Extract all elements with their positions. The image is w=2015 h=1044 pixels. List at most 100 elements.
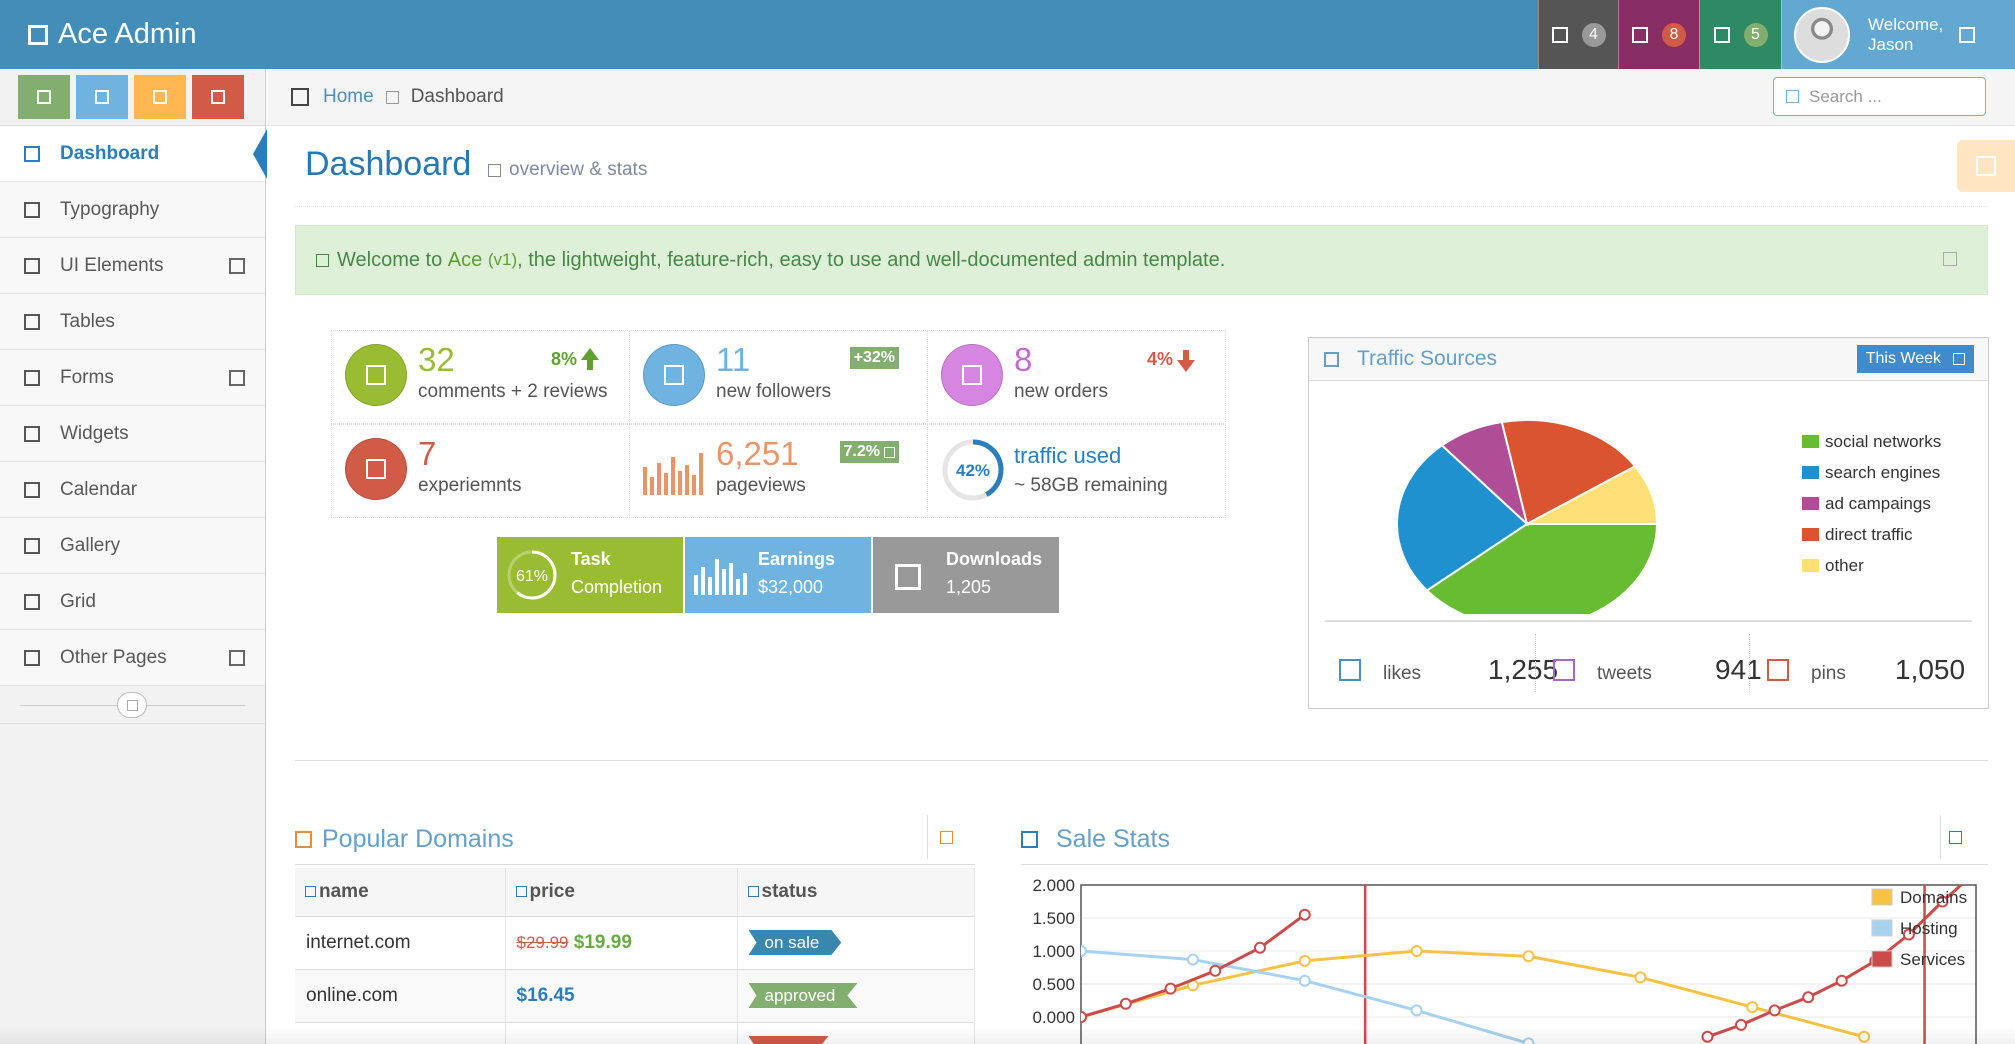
data-point[interactable]: [1298, 908, 1311, 921]
data-point[interactable]: [1410, 945, 1423, 957]
sidebar-item-widgets[interactable]: Widgets: [0, 406, 265, 462]
list-icon: [24, 313, 40, 330]
data-point[interactable]: [1746, 1001, 1759, 1014]
data-point[interactable]: [1768, 1004, 1781, 1017]
sidebar-item-other-pages[interactable]: Other Pages: [0, 630, 265, 686]
domain-price: [505, 1022, 738, 1044]
brand[interactable]: Ace Admin: [28, 18, 197, 51]
shopping-cart-icon: [941, 344, 1003, 406]
user-menu[interactable]: Welcome, Jason: [1781, 0, 2015, 69]
y-tick-label: -0.500: [1027, 1041, 1075, 1044]
y-tick-label: 0.500: [1032, 975, 1075, 994]
column-header[interactable]: price: [505, 868, 738, 917]
legend-swatch: [1871, 919, 1893, 937]
infobox-label: experiemnts: [418, 475, 522, 496]
data-point[interactable]: [1298, 954, 1311, 967]
data-point[interactable]: [1835, 974, 1848, 987]
column-header[interactable]: status: [737, 868, 975, 917]
task-percent: 61%: [516, 568, 548, 585]
data-point[interactable]: [1735, 1018, 1748, 1031]
data-point[interactable]: [1902, 928, 1915, 941]
tasks-dropdown[interactable]: 4: [1538, 0, 1618, 69]
settings-button[interactable]: [1957, 140, 2015, 192]
sidebar-item-dashboard[interactable]: Dashboard: [0, 126, 267, 182]
shortcut-pencil-button[interactable]: [76, 75, 128, 119]
status-badge: on sale: [749, 930, 842, 955]
picture-icon: [24, 537, 40, 554]
sidebar-item-grid[interactable]: Grid: [0, 574, 265, 630]
notifications-dropdown[interactable]: 8: [1618, 0, 1699, 69]
data-point[interactable]: [1119, 997, 1132, 1010]
sidebar-item-typography[interactable]: Typography: [0, 182, 265, 238]
pie-slice-social-networks[interactable]: [1425, 523, 1659, 614]
data-point[interactable]: [1410, 1004, 1423, 1017]
data-point[interactable]: [1209, 964, 1222, 977]
th-icon: [24, 593, 40, 610]
stat-value: 1,050: [1895, 654, 1966, 685]
smallbox-sub: Completion: [571, 577, 663, 597]
envelope-icon: [1713, 26, 1730, 43]
shortcut-users-button[interactable]: [134, 75, 186, 119]
chevron-up-icon: [1949, 830, 1962, 844]
legend-label: Services: [1900, 950, 1965, 969]
infobox-label: ~ 58GB remaining: [1014, 475, 1168, 496]
widget-title: Traffic Sources: [1357, 347, 1498, 370]
sidebar-item-gallery[interactable]: Gallery: [0, 518, 265, 574]
infobox-traffic: 42% traffic used ~ 58GB remaining: [927, 424, 1226, 518]
sidebar-item-ui-elements[interactable]: UI Elements: [0, 238, 265, 294]
pie-slice-search-engines[interactable]: [1397, 444, 1529, 592]
nav-search: [1773, 77, 1986, 116]
data-point[interactable]: [1076, 945, 1087, 957]
sidebar-collapse-button[interactable]: [117, 692, 147, 718]
data-point[interactable]: [1858, 1030, 1871, 1043]
search-input[interactable]: [1809, 86, 1979, 107]
this-week-dropdown[interactable]: This Week: [1856, 345, 1974, 373]
data-point[interactable]: [1186, 953, 1199, 966]
sale-stats-chart: 2.000 1.500 1.000 0.500 0.000 -0.500 Domains Ho…: [1027, 870, 1981, 1044]
infobox-badge-value: +32%: [853, 349, 895, 366]
pie-slice-other[interactable]: [1526, 465, 1659, 525]
navbar: Ace Admin 4 8 5 Welcome, Jason: [0, 0, 2015, 69]
data-point[interactable]: [1164, 982, 1177, 995]
column-header[interactable]: name: [295, 868, 506, 917]
user-name: Jason: [1868, 34, 1914, 54]
infobox-stat: 8%: [551, 347, 599, 370]
collapse-button[interactable]: [927, 815, 975, 859]
home-icon: [291, 88, 309, 106]
sidebar-item-label: Forms: [60, 366, 114, 388]
pie-slice-direct-traffic[interactable]: [1500, 419, 1637, 526]
domain-name: [295, 1022, 506, 1044]
infobox-followers: 11 new followers +32%: [629, 330, 928, 424]
plot-frame: [1080, 884, 1977, 1044]
data-point[interactable]: [1522, 950, 1535, 963]
sidebar-item-tables[interactable]: Tables: [0, 294, 265, 350]
breadcrumb-home-link[interactable]: Home: [323, 86, 374, 107]
data-point[interactable]: [1971, 870, 1981, 877]
data-point[interactable]: [1802, 991, 1815, 1004]
collapse-button[interactable]: [1940, 815, 1988, 859]
divider: [1749, 634, 1750, 692]
alert-version: (v1): [487, 250, 518, 269]
data-point[interactable]: [1634, 971, 1647, 984]
chevron-down-icon: [229, 650, 245, 666]
shortcut-cogs-button[interactable]: [192, 75, 244, 119]
data-point[interactable]: [1076, 1011, 1087, 1023]
infobox-value: 8: [1014, 341, 1033, 378]
data-point[interactable]: [1298, 974, 1311, 987]
data-point[interactable]: [1701, 1030, 1714, 1043]
messages-dropdown[interactable]: 5: [1699, 0, 1781, 69]
data-point[interactable]: [1254, 941, 1266, 954]
sidebar-item-label: Tables: [60, 310, 115, 332]
infobox-label: comments + 2 reviews: [418, 381, 608, 402]
sidebar-item-calendar[interactable]: Calendar: [0, 462, 265, 518]
traffic-sources-widget: Traffic Sources This Week social network…: [1308, 337, 1989, 709]
shortcut-signal-button[interactable]: [18, 75, 70, 119]
domain-price: $29.99 $19.99: [505, 916, 738, 970]
widget-title: Sale Stats: [1056, 825, 1170, 853]
data-point[interactable]: [1522, 1037, 1535, 1044]
data-point[interactable]: [1936, 895, 1949, 908]
close-icon[interactable]: [1943, 252, 1957, 266]
brand-name: Ace Admin: [58, 18, 197, 50]
facebook-icon: [1339, 659, 1361, 681]
sidebar-item-forms[interactable]: Forms: [0, 350, 265, 406]
